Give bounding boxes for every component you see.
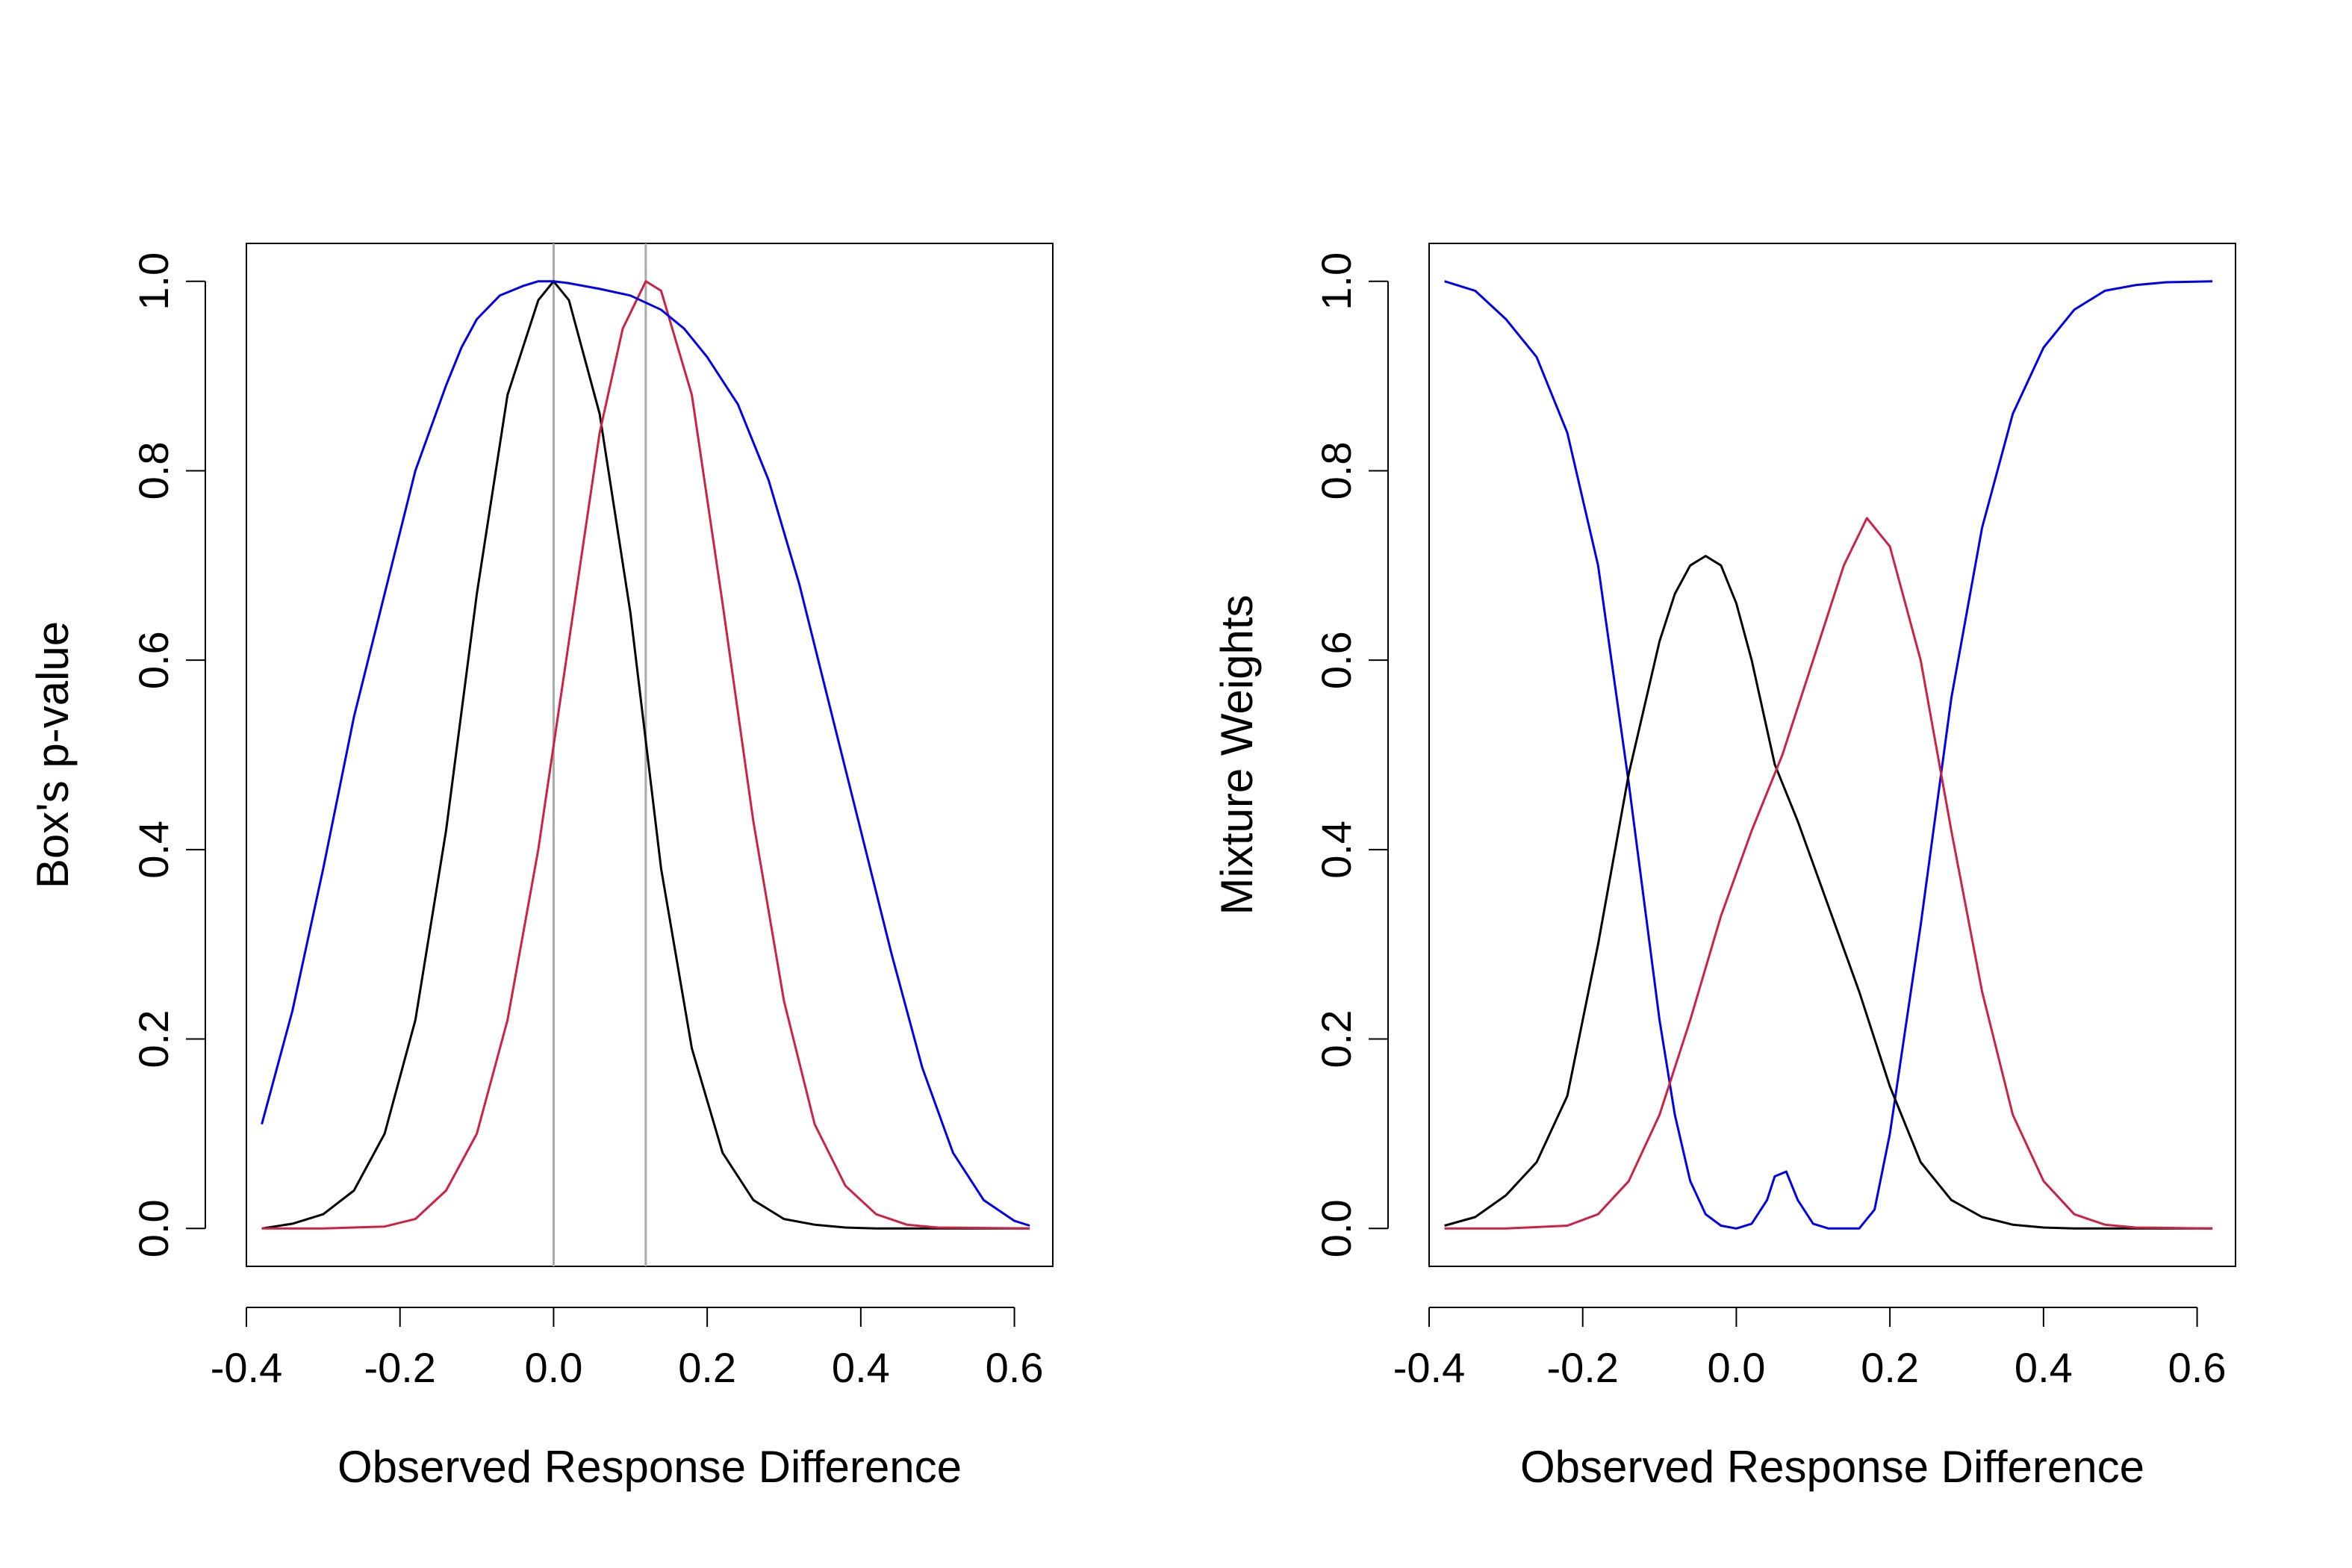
panel-mixture-weights: -0.4 -0.2 0.0 0.2 0.4 0.6 0.0 0.2 0.4 0.6 0.8 1.0 Ob… [1212,243,2236,1492]
series-line-blue [261,280,1030,1227]
x-tick-label: 0.4 [2015,1344,2073,1391]
x-tick-label: 0.6 [2168,1344,2227,1391]
series-line-blue [1444,280,2213,1230]
series-line-red [261,280,1030,1230]
y-tick-label: 0.6 [1313,631,1360,689]
x-tick-label: 0.2 [1861,1344,1919,1391]
y-tick-label: 1.0 [1313,252,1360,311]
y-axis-title: Mixture Weights [1212,594,1262,915]
plot-frame [246,243,1054,1267]
x-axis-title: Observed Response Difference [337,1442,962,1492]
plot-frame [1428,243,2236,1267]
y-axis-title: Box's p-value [28,621,78,889]
x-tick-label: 0.0 [1707,1344,1765,1391]
panel-box-p-value: -0.4 -0.2 0.0 0.2 0.4 0.6 0.0 0.2 0.4 0.6 0.8 1.0 Ob… [28,243,1054,1492]
y-tick-label: 0.8 [1313,442,1360,500]
series-line-black [1444,555,2213,1230]
y-tick-label: 0.8 [130,442,177,500]
series-line-red [1444,517,2213,1230]
series-line-black [261,280,1030,1230]
x-tick-label: 0.4 [832,1344,890,1391]
x-axis-title: Observed Response Difference [1520,1442,2144,1492]
y-tick-label: 0.6 [130,631,177,689]
x-tick-label: 0.2 [678,1344,736,1391]
x-tick-label: -0.2 [1546,1344,1619,1391]
x-tick-label: -0.4 [211,1344,283,1391]
y-tick-label: 0.4 [130,821,177,879]
y-tick-label: 1.0 [130,252,177,311]
x-tick-label: 0.6 [986,1344,1044,1391]
y-tick-label: 0.2 [130,1010,177,1068]
y-tick-label: 0.2 [1313,1010,1360,1068]
y-tick-label: 0.0 [1313,1199,1360,1257]
y-tick-label: 0.0 [130,1199,177,1257]
y-tick-label: 0.4 [1313,821,1360,879]
x-tick-label: 0.0 [524,1344,582,1391]
x-tick-label: -0.2 [364,1344,436,1391]
x-tick-label: -0.4 [1393,1344,1466,1391]
